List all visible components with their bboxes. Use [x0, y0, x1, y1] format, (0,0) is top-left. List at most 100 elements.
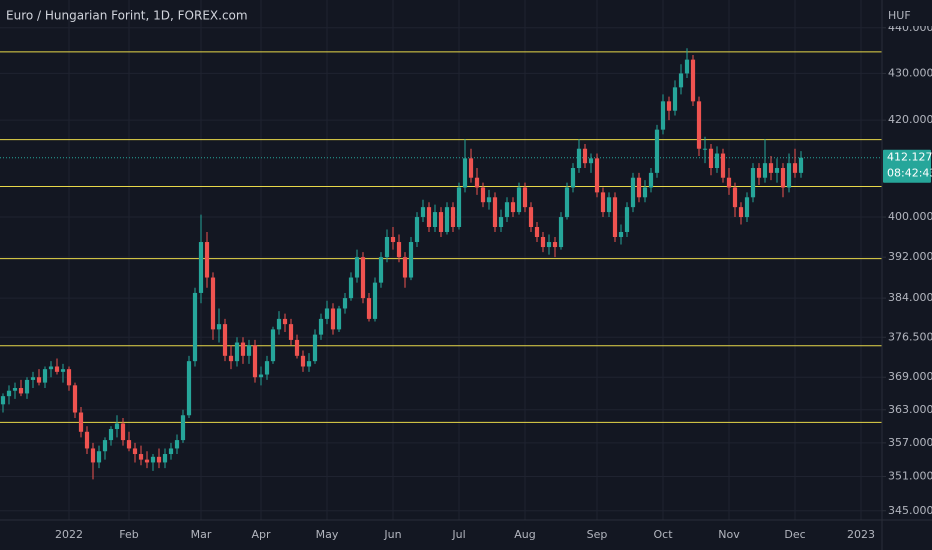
candle-body	[558, 217, 564, 248]
candle-body	[318, 318, 324, 335]
candle-body	[480, 187, 486, 203]
candle-body	[570, 168, 576, 188]
candle-body	[510, 202, 516, 213]
y-tick-label: 384.000	[888, 291, 932, 304]
candle-body	[474, 177, 480, 188]
candle-body	[408, 242, 414, 278]
candle-body	[222, 324, 228, 356]
candle-body	[228, 355, 234, 362]
candle-body	[348, 277, 354, 299]
candle-body	[60, 369, 66, 372]
candle-body	[720, 153, 726, 178]
candle-body	[138, 454, 144, 460]
candle-body	[504, 202, 510, 218]
candle-body	[234, 342, 240, 362]
candle-body	[744, 197, 750, 218]
candle-body	[378, 257, 384, 283]
candle-body	[24, 379, 30, 394]
candle-body	[588, 158, 594, 164]
candle-body	[216, 324, 222, 330]
y-tick-label: 392.000	[888, 250, 932, 263]
x-tick-label: Jun	[383, 528, 401, 541]
candle-body	[90, 448, 96, 463]
candle-body	[246, 345, 252, 356]
levels	[0, 51, 882, 423]
candle-body	[78, 412, 84, 432]
candle-body	[402, 257, 408, 278]
candle-body	[0, 396, 6, 405]
candle-body	[684, 59, 690, 74]
candle-body	[582, 148, 588, 164]
x-tick-label: May	[316, 528, 339, 541]
candle-body	[564, 187, 570, 218]
currency-label: HUF	[888, 9, 911, 22]
candle-body	[192, 292, 198, 362]
candle-body	[282, 318, 288, 325]
candle-body	[762, 163, 768, 178]
candle-body	[306, 361, 312, 367]
candle-body	[324, 308, 330, 319]
candle-body	[150, 456, 156, 463]
candle-body	[144, 459, 150, 463]
candle-body	[726, 177, 732, 188]
candle-body	[624, 207, 630, 232]
candle-body	[366, 298, 372, 319]
candle-body	[462, 158, 468, 188]
candle-body	[552, 242, 558, 248]
candle-body	[396, 242, 402, 258]
x-tick-label: Apr	[251, 528, 271, 541]
candle-body	[696, 101, 702, 149]
candle-body	[252, 345, 258, 378]
candle-body	[738, 207, 744, 218]
candle-body	[372, 282, 378, 319]
x-tick-label: Jul	[451, 528, 465, 541]
candle-body	[468, 158, 474, 178]
candle-body	[180, 415, 186, 441]
candle-body	[708, 148, 714, 169]
candle-body	[780, 168, 786, 188]
candle-body	[672, 87, 678, 111]
y-tick-label: 376.500	[888, 330, 932, 343]
candle-body	[606, 197, 612, 213]
candle-body	[198, 242, 204, 293]
candles	[0, 48, 804, 480]
candle-body	[660, 101, 666, 130]
x-tick-label: Dec	[784, 528, 805, 541]
candle-body	[18, 388, 24, 394]
candle-body	[162, 454, 168, 463]
candle-body	[312, 334, 318, 362]
candle-body	[108, 429, 114, 441]
candle-body	[546, 242, 552, 248]
y-tick-label: 345.000	[888, 504, 932, 517]
candle-body	[798, 157, 804, 173]
candle-body	[288, 324, 294, 340]
x-tick-label: Aug	[514, 528, 535, 541]
currency-bg	[883, 4, 932, 26]
candle-body	[426, 207, 432, 227]
candle-body	[186, 361, 192, 416]
candle-body	[36, 377, 42, 383]
candle-body	[792, 163, 798, 173]
y-tick-label: 363.000	[888, 403, 932, 416]
candle-body	[594, 158, 600, 193]
candle-body	[492, 197, 498, 227]
candle-body	[540, 237, 546, 248]
candle-body	[6, 390, 12, 397]
candle-body	[96, 451, 102, 463]
candle-body	[516, 187, 522, 213]
candle-body	[432, 212, 438, 227]
candle-body	[294, 339, 300, 356]
candle-body	[450, 207, 456, 227]
candle-body	[528, 207, 534, 227]
axes: 345.000 351.000 357.000 363.000 369.000 376.5…	[55, 21, 932, 541]
candle-body	[438, 212, 444, 232]
candle-body	[342, 298, 348, 309]
candle-body	[354, 257, 360, 278]
countdown-label: 08:42:43	[887, 167, 932, 180]
candle-body	[612, 197, 618, 238]
candle-body	[702, 148, 708, 150]
candle-body	[774, 168, 780, 173]
candle-body	[414, 217, 420, 243]
